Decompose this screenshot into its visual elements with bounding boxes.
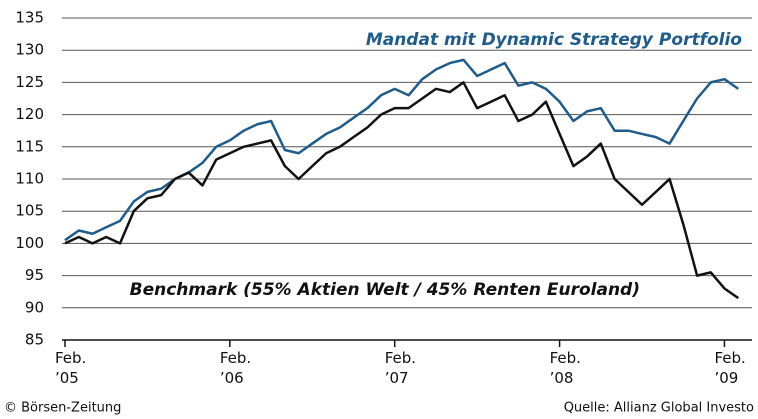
x-tick-label: Feb. ’09 <box>714 349 745 387</box>
x-tick-label-line: ’07 <box>385 369 409 387</box>
copyright: © Börsen-Zeitung <box>4 401 121 416</box>
source: Quelle: Allianz Global Investo <box>564 401 754 416</box>
y-tick-label: 120 <box>15 105 44 123</box>
y-tick-label: 135 <box>15 9 44 27</box>
series-line <box>64 58 740 242</box>
x-tick-label-line: Feb. <box>220 349 251 367</box>
x-tick-label-line: ’08 <box>550 369 574 387</box>
y-tick-label: 85 <box>25 331 44 349</box>
series-name: Benchmark (55% Aktien Welt / 45% Renten … <box>130 280 640 300</box>
x-tick-label: Feb. ’08 <box>550 349 581 387</box>
series-name: Mandat mit Dynamic Strategy Portfolio <box>366 30 742 50</box>
y-tick-label: 100 <box>15 234 44 252</box>
x-tick-label-line: Feb. <box>385 349 416 367</box>
y-tick-label: 90 <box>25 298 44 316</box>
y-tick-label: 110 <box>15 170 44 188</box>
x-tick-label-line: Feb. <box>550 349 581 367</box>
y-tick-label: 115 <box>15 137 44 155</box>
x-tick-label-line: ’09 <box>714 369 738 387</box>
x-tick-label-line: ’05 <box>55 369 79 387</box>
x-tick-label: Feb. ’07 <box>385 349 416 387</box>
x-tick-label-line: Feb. <box>55 349 86 367</box>
y-tick-label: 130 <box>15 41 44 59</box>
y-tick-label: 125 <box>15 73 44 91</box>
x-tick-label: Feb. ’05 <box>55 349 86 387</box>
y-tick-label: 95 <box>25 266 44 284</box>
x-tick-label: Feb. ’06 <box>220 349 251 387</box>
x-tick-label-line: ’06 <box>220 369 244 387</box>
y-tick-label: 105 <box>15 202 44 220</box>
series-line <box>64 81 740 300</box>
x-tick-label-line: Feb. <box>714 349 745 367</box>
